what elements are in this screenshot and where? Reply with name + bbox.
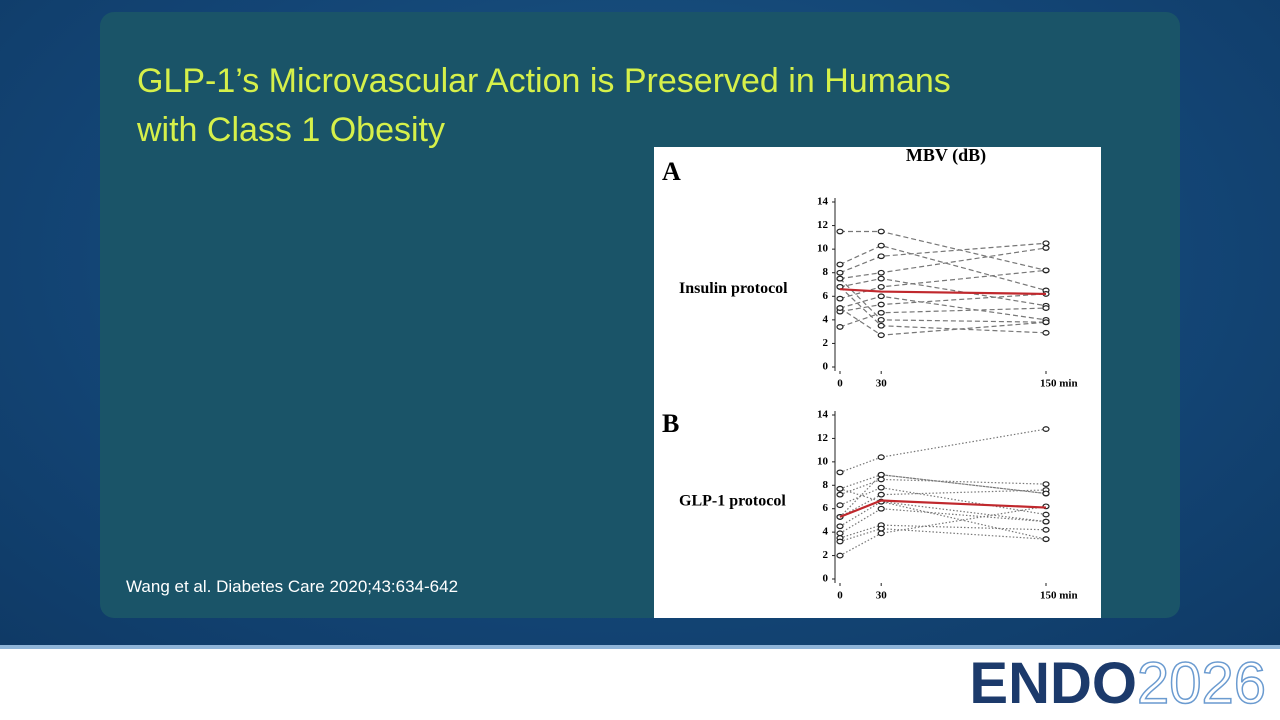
x-tick-label: 30 [876,590,888,602]
data-point [877,253,885,260]
data-point [836,269,844,276]
data-point [836,523,844,530]
data-point [836,491,844,498]
y-axis-label: GLP-1 protocol [679,493,786,510]
data-point [1042,245,1050,251]
subject-line [839,487,1047,516]
data-point [877,332,885,339]
x-tick-label: 0 [837,590,843,602]
x-tick-label: 150 min [1040,378,1078,390]
x-tick-label: 150 min [1040,590,1078,602]
y-tick-label: 4 [823,313,829,325]
subject-line [839,478,1047,496]
data-point [836,530,844,537]
data-point [877,275,885,282]
data-point [877,476,885,483]
data-point [836,261,844,268]
mean-line [839,499,1047,518]
data-point [1042,240,1050,247]
y-tick-label: 6 [823,502,829,514]
y-tick-label: 12 [817,432,829,444]
data-point [836,228,844,235]
data-point [836,295,844,302]
y-tick-label: 14 [817,196,829,208]
subject-line [839,508,1047,534]
data-point [877,491,885,498]
data-point [877,530,885,537]
data-point [1042,481,1050,488]
slide-title: GLP-1’s Microvascular Action is Preserve… [137,62,951,100]
y-tick-label: 12 [817,219,829,231]
data-point [877,301,885,308]
data-point [1042,511,1050,518]
data-point [836,502,844,509]
data-point [877,484,885,491]
figure: MBV (dB) A Insulin protocol 0 2 4 6 8 10 12 14 0 30 1… [654,147,1101,618]
data-point [877,242,885,249]
panel-label: A [662,157,681,186]
y-tick-label: 10 [817,243,829,255]
data-point [877,269,885,276]
data-point [1042,267,1050,274]
citation: Wang et al. Diabetes Care 2020;43:634-64… [126,577,459,596]
logo-year: 2026 [1136,651,1267,717]
y-tick-label: 10 [817,455,829,467]
logo: ENDO2026 [969,651,1267,717]
figure-title: MBV (dB) [906,147,986,166]
data-point [877,471,885,478]
data-point [1042,490,1050,497]
data-point [1042,319,1050,326]
data-point [1042,426,1050,432]
x-tick-label: 30 [876,378,888,390]
data-point [877,525,885,532]
figure-background [654,147,1101,618]
data-point [877,309,885,316]
data-point [836,305,844,311]
y-tick-label: 14 [817,409,829,421]
data-point [877,322,885,329]
data-point [1042,526,1050,533]
y-tick-label: 2 [823,549,829,561]
y-axis-label: Insulin protocol [679,280,788,297]
data-point [836,283,844,290]
logo-text: ENDO [969,651,1137,716]
data-point [836,538,844,545]
y-tick-label: 8 [823,479,829,491]
y-tick-label: 2 [823,337,829,349]
data-point [836,469,844,476]
y-tick-label: 0 [823,573,829,585]
data-point [877,505,885,512]
data-point [1042,536,1050,543]
data-point [836,324,844,330]
data-point [877,293,885,300]
data-point [1042,329,1050,336]
subject-line [839,474,1047,495]
data-point [836,552,844,559]
data-point [836,275,844,282]
data-point [877,454,885,461]
y-tick-label: 6 [823,290,829,302]
y-tick-label: 8 [823,266,829,278]
footer [0,645,1280,720]
panel-label: B [662,409,679,438]
mean-line [839,288,1047,296]
data-point [1042,305,1050,311]
data-point [877,316,885,323]
subject-line [839,428,1047,473]
slide-title: with Class 1 Obesity [137,111,445,149]
data-point [877,283,885,290]
y-tick-label: 0 [823,361,829,373]
data-point [836,485,844,492]
x-tick-label: 0 [837,378,843,390]
y-tick-label: 4 [823,526,829,538]
data-point [877,228,885,235]
data-point [1042,518,1050,525]
